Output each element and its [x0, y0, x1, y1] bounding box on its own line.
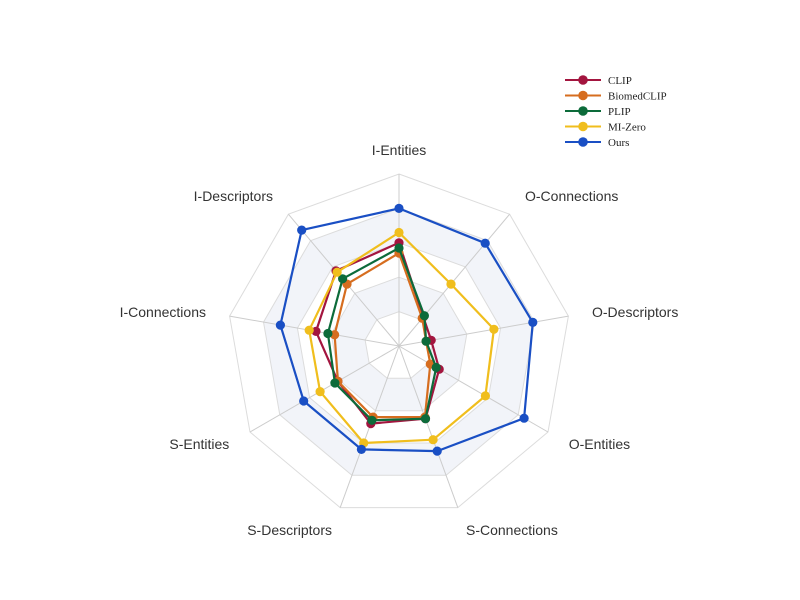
data-point	[356, 444, 366, 454]
data-point	[519, 413, 529, 423]
axis-label: S-Descriptors	[247, 522, 332, 538]
axis-spoke	[398, 345, 459, 508]
legend-item[interactable]: PLIP	[565, 106, 631, 118]
legend-item[interactable]: MI-Zero	[565, 122, 646, 134]
legend[interactable]: CLIP BiomedCLIP PLIP MI-Zero Ours	[565, 75, 667, 149]
legend-label: PLIP	[608, 106, 631, 118]
legend-label: Ours	[608, 137, 629, 149]
series-line	[333, 252, 432, 419]
axis-label: O-Connections	[525, 188, 618, 204]
series-line	[314, 241, 441, 425]
legend-swatch-marker	[578, 75, 588, 85]
data-point	[332, 267, 342, 277]
data-point	[489, 324, 499, 334]
data-point	[275, 320, 285, 330]
axis-label: S-Entities	[169, 436, 229, 452]
legend-swatch-marker	[578, 137, 588, 147]
legend-swatch-marker	[578, 121, 588, 132]
data-point	[297, 225, 307, 235]
radar-grid	[229, 173, 569, 509]
axis-label: S-Connections	[466, 522, 558, 538]
series-line	[279, 207, 534, 453]
series-layer	[275, 203, 538, 456]
data-point	[431, 362, 441, 373]
axis-label: I-Descriptors	[194, 188, 273, 204]
axis-labels: I-Entities O-Connections O-Descriptors O-En…	[120, 142, 679, 538]
legend-item[interactable]: CLIP	[565, 75, 632, 87]
data-point	[394, 227, 404, 238]
data-point	[420, 414, 431, 424]
data-point	[338, 274, 348, 284]
axis-label: I-Entities	[372, 142, 426, 158]
data-point	[480, 238, 490, 248]
data-point	[311, 326, 321, 336]
series	[275, 203, 538, 456]
data-point	[446, 279, 456, 289]
legend-swatch-marker	[578, 106, 588, 116]
legend-item[interactable]: Ours	[565, 137, 629, 149]
series-line	[308, 231, 495, 445]
axis-spoke	[249, 345, 400, 433]
legend-label: CLIP	[608, 75, 632, 87]
data-point	[323, 328, 333, 339]
series-line	[326, 246, 438, 422]
legend-swatch-marker	[578, 90, 588, 101]
axis-label: O-Entities	[569, 436, 630, 452]
legend-item[interactable]: BiomedCLIP	[565, 91, 667, 103]
axis-spoke	[398, 213, 510, 347]
data-point	[528, 317, 538, 327]
data-point	[330, 378, 340, 388]
axis-label: O-Descriptors	[592, 304, 678, 320]
legend-label: BiomedCLIP	[608, 91, 667, 103]
data-point	[419, 311, 429, 321]
legend-label: MI-Zero	[608, 122, 646, 134]
data-point	[394, 243, 404, 253]
series	[304, 227, 499, 448]
data-point	[432, 446, 442, 456]
data-point	[421, 336, 431, 346]
axis-label: I-Connections	[120, 304, 206, 320]
data-point	[367, 415, 377, 425]
series	[323, 243, 441, 425]
data-point	[428, 435, 438, 445]
data-point	[299, 396, 309, 406]
data-point	[480, 391, 490, 401]
data-point	[315, 387, 325, 397]
data-point	[304, 325, 314, 335]
data-point	[394, 203, 404, 213]
